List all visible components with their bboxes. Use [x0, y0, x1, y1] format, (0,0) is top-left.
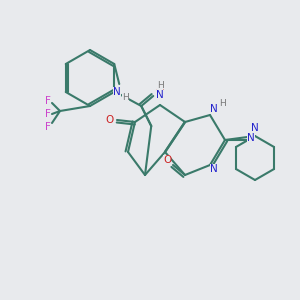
Text: H: H [122, 94, 129, 103]
Text: N: N [210, 164, 218, 174]
Text: N: N [113, 87, 121, 97]
Text: O: O [163, 155, 171, 165]
Text: O: O [155, 87, 164, 97]
Text: F: F [45, 109, 51, 119]
Text: F: F [45, 96, 51, 106]
Text: H: H [220, 98, 226, 107]
Text: H: H [157, 80, 164, 89]
Text: O: O [105, 115, 113, 125]
Text: F: F [45, 122, 51, 132]
Text: N: N [210, 104, 218, 114]
Text: N: N [251, 123, 259, 133]
Text: N: N [156, 90, 164, 100]
Text: N: N [247, 133, 255, 143]
